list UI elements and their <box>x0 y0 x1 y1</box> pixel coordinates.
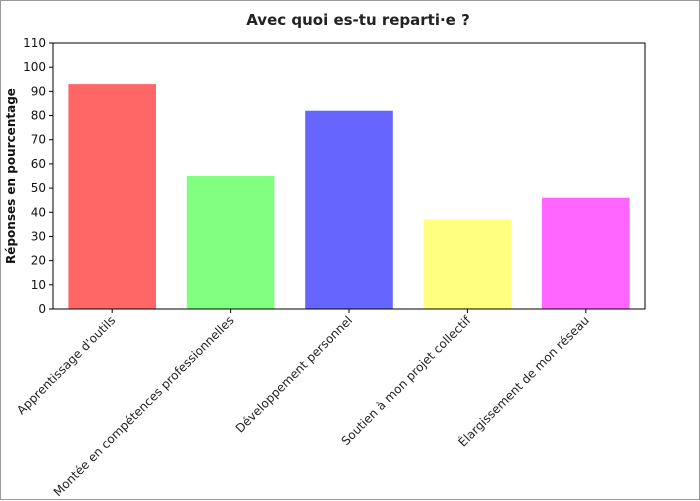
y-tick-label: 10 <box>31 278 46 292</box>
x-tick-label: Élargissement de mon réseau <box>455 313 592 450</box>
plot-area: 0 10 20 30 40 50 60 70 80 90 100 110 Apprentissage d… <box>14 36 646 499</box>
x-tick-label: Apprentissage d'outils <box>14 313 118 417</box>
y-tick-label: 100 <box>23 60 46 74</box>
y-tick-label: 70 <box>31 133 46 147</box>
y-tick-label: 110 <box>23 36 46 50</box>
bar <box>541 197 630 309</box>
bar <box>423 219 512 309</box>
bar <box>68 84 157 309</box>
x-tick-label: Soutien à mon projet collectif <box>339 313 474 448</box>
y-tick-label: 90 <box>31 84 46 98</box>
y-tick-label: 30 <box>31 229 46 243</box>
y-tick-label: 0 <box>38 302 46 316</box>
y-tick-label: 60 <box>31 157 46 171</box>
x-tick-label: Montée en compétences professionnelles <box>51 313 237 499</box>
bar <box>305 110 393 309</box>
y-axis-label: Réponses en pourcentage <box>4 88 18 264</box>
chart-title: Avec quoi es-tu reparti·e ? <box>246 11 470 29</box>
y-tick-label: 40 <box>31 205 46 219</box>
bar <box>186 176 275 309</box>
y-tick-label: 50 <box>31 181 46 195</box>
y-tick-label: 20 <box>31 254 46 268</box>
x-tick-label: Développement personnel <box>233 313 355 435</box>
y-tick-label: 80 <box>31 109 46 123</box>
